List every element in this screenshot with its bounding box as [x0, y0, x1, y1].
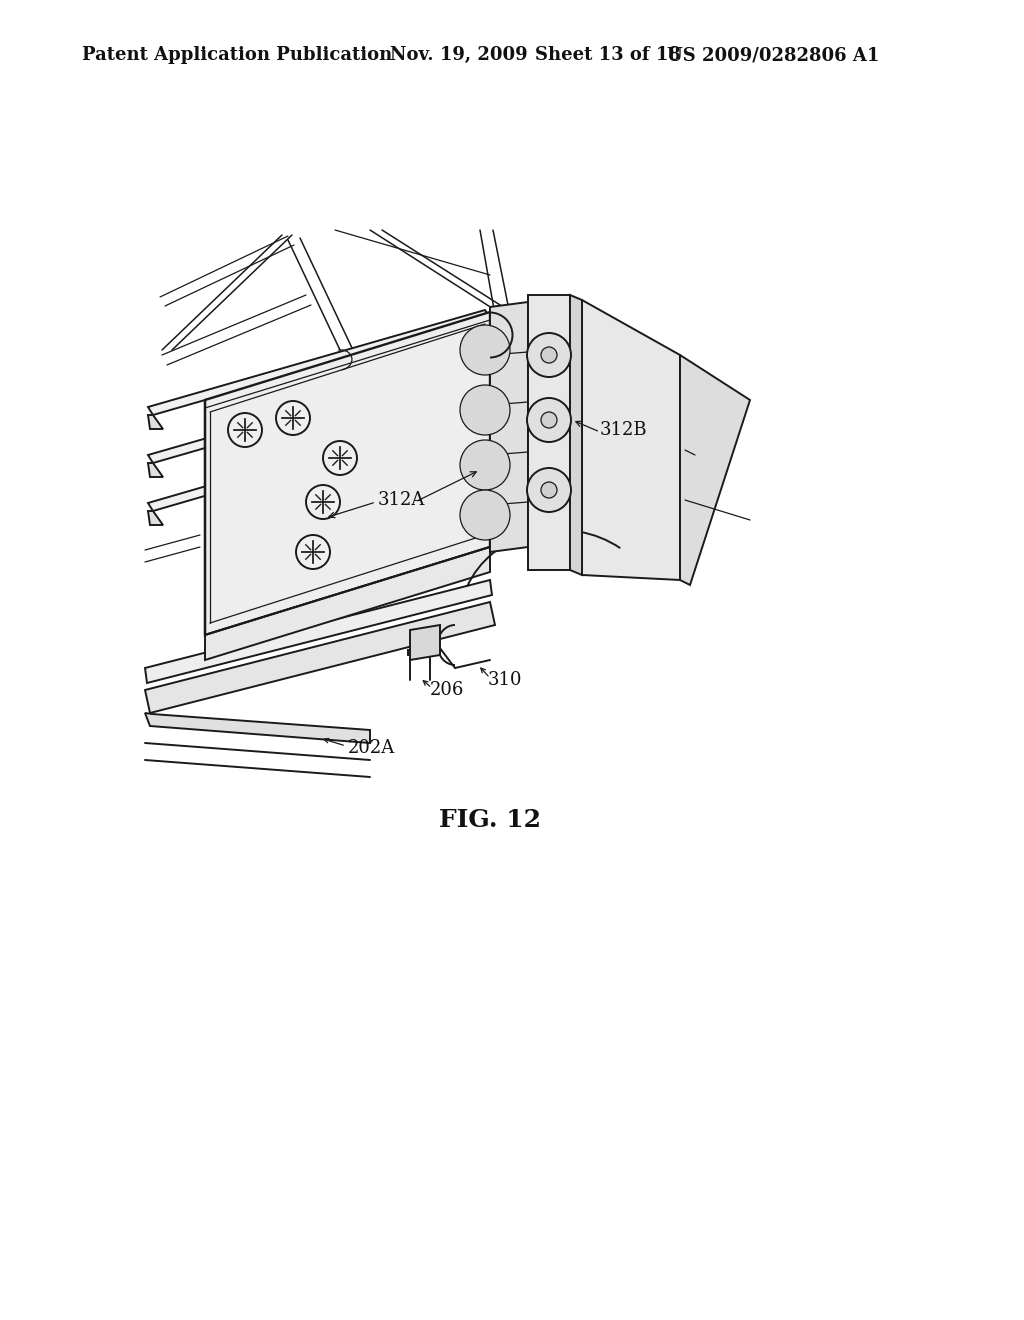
Circle shape — [460, 440, 510, 490]
Polygon shape — [570, 294, 582, 576]
Circle shape — [527, 399, 571, 442]
Polygon shape — [408, 649, 432, 655]
Polygon shape — [148, 405, 490, 511]
Circle shape — [306, 484, 340, 519]
Polygon shape — [528, 294, 570, 570]
Circle shape — [460, 490, 510, 540]
Circle shape — [541, 347, 557, 363]
Circle shape — [460, 325, 510, 375]
Text: Sheet 13 of 18: Sheet 13 of 18 — [535, 46, 681, 63]
Polygon shape — [490, 302, 528, 552]
Text: Nov. 19, 2009: Nov. 19, 2009 — [390, 46, 527, 63]
Circle shape — [527, 333, 571, 378]
Circle shape — [296, 535, 330, 569]
Text: 202A: 202A — [348, 739, 395, 756]
Circle shape — [228, 413, 262, 447]
Circle shape — [541, 482, 557, 498]
Text: Patent Application Publication: Patent Application Publication — [82, 46, 392, 63]
Circle shape — [527, 469, 571, 512]
Polygon shape — [410, 624, 440, 660]
Polygon shape — [582, 300, 680, 579]
Text: 312B: 312B — [600, 421, 647, 440]
Polygon shape — [148, 463, 163, 477]
Text: 312A: 312A — [378, 491, 425, 510]
Circle shape — [460, 385, 510, 436]
Circle shape — [276, 401, 310, 436]
Polygon shape — [148, 358, 490, 463]
Circle shape — [541, 412, 557, 428]
Text: 310: 310 — [488, 671, 522, 689]
Text: US 2009/0282806 A1: US 2009/0282806 A1 — [667, 46, 880, 63]
Polygon shape — [145, 713, 370, 743]
Polygon shape — [205, 312, 490, 635]
Polygon shape — [145, 579, 492, 682]
Polygon shape — [680, 355, 750, 585]
Polygon shape — [490, 308, 500, 546]
Polygon shape — [148, 414, 163, 429]
Polygon shape — [205, 546, 490, 660]
Circle shape — [323, 441, 357, 475]
Text: 206: 206 — [430, 681, 464, 700]
Polygon shape — [148, 511, 163, 525]
Polygon shape — [148, 310, 490, 414]
Polygon shape — [145, 602, 495, 713]
Text: FIG. 12: FIG. 12 — [439, 808, 541, 832]
